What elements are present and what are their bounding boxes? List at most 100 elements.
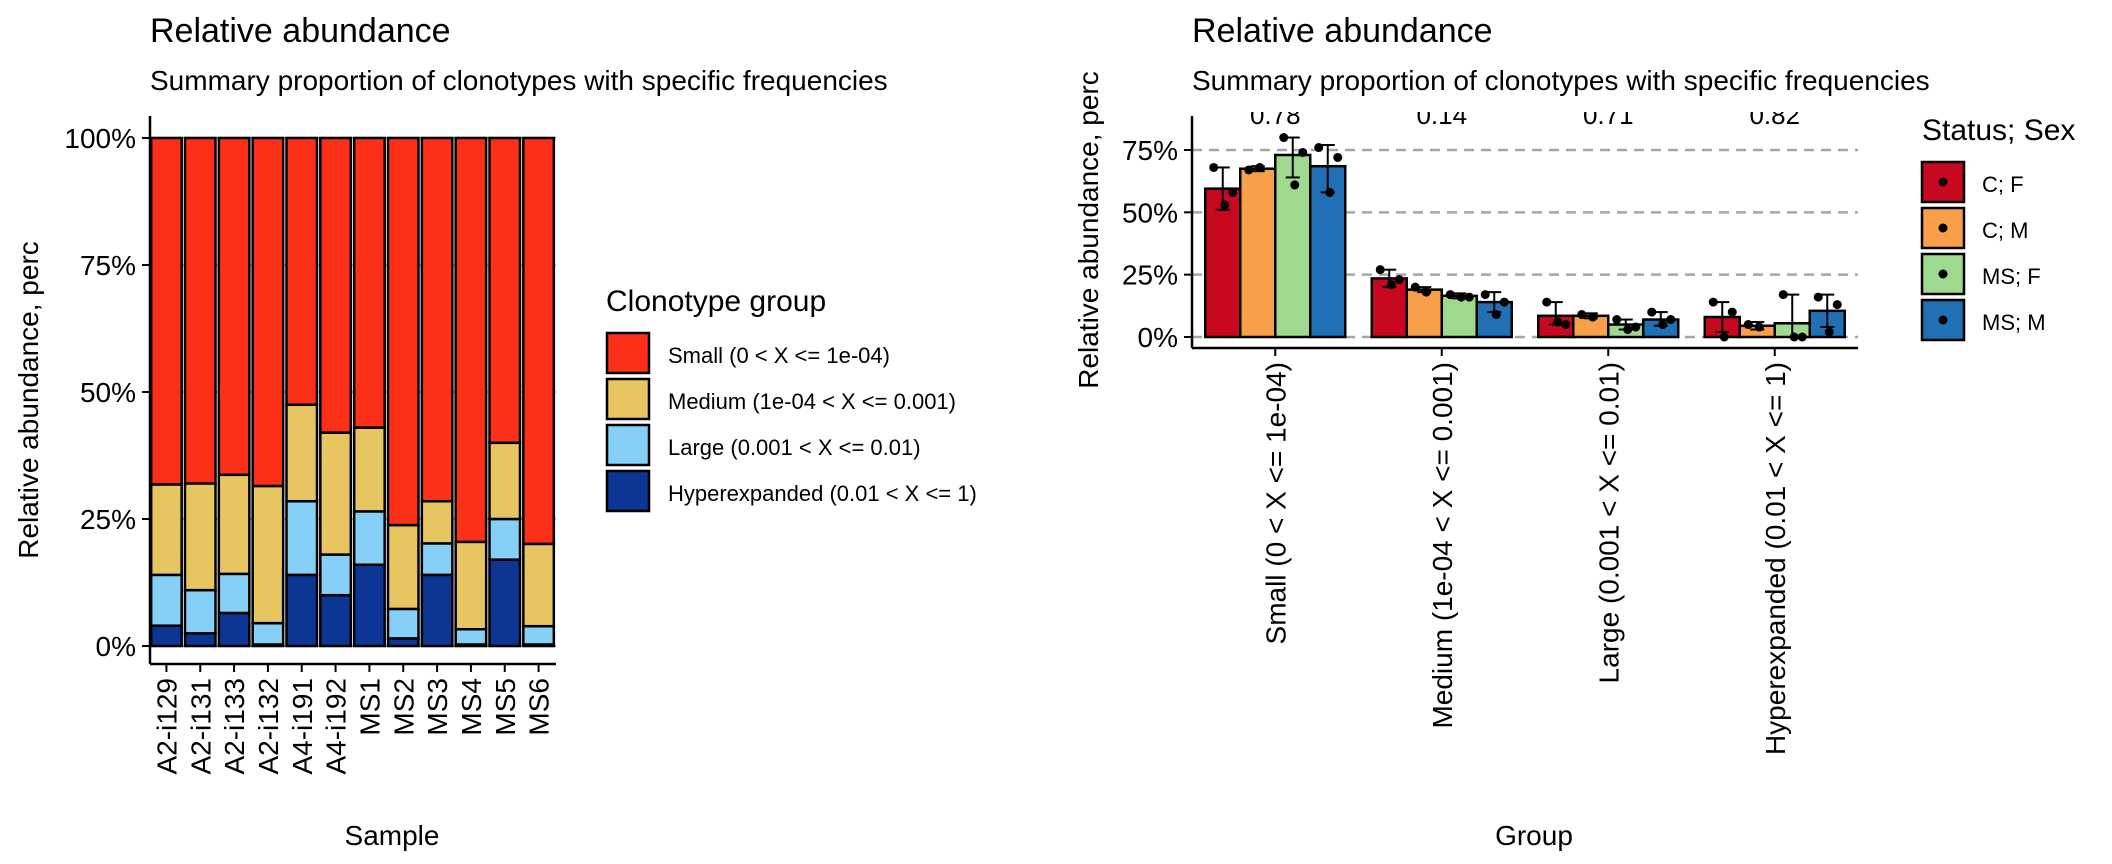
chart1-legend-label: Medium (1e-04 < X <= 0.001) <box>668 389 956 414</box>
chart2-title: Relative abundance <box>1192 12 1493 50</box>
chart2-points <box>1209 133 1842 342</box>
chart2-data-point <box>1209 162 1219 172</box>
chart2-data-point <box>1499 297 1509 307</box>
chart2-data-point <box>1464 292 1474 302</box>
chart1-x-tick-label: MS5 <box>490 678 521 736</box>
chart1-bar-segment <box>386 523 420 611</box>
chart2-data-point <box>1491 310 1501 320</box>
chart2-y-tick-label: 25% <box>1122 260 1178 291</box>
chart1-x-tick-label: MS2 <box>388 678 419 736</box>
chart1-bar-segment <box>352 426 386 513</box>
chart1-bar-segment <box>149 483 183 577</box>
chart2-data-point <box>1778 290 1788 300</box>
chart1-bar-segment <box>352 136 386 429</box>
chart2-title-clip <box>1180 98 1880 112</box>
chart1-bar-segment <box>522 136 556 546</box>
chart1-y-tick-labels: 0% 25% 50% 75% 100% <box>64 123 150 662</box>
chart1-bar-segment <box>488 517 522 561</box>
chart1-legend-label: Hyperexpanded (0.01 < X <= 1) <box>668 481 977 506</box>
chart2-y-axis-label: Relative abundance, perc <box>1073 71 1104 389</box>
chart2-data-point <box>1623 325 1633 335</box>
chart1-bar-segment <box>386 607 420 640</box>
chart2-y-tick-labels: 0% 25% 50% 75% <box>1122 135 1192 353</box>
chart2-data-point <box>1647 307 1657 317</box>
chart2-data-point <box>1456 292 1466 302</box>
chart1-bar-segment <box>319 593 353 648</box>
chart1-x-tick-label: A2-i131 <box>185 678 216 775</box>
chart2-legend-point <box>1938 223 1948 233</box>
chart1-title: Relative abundance <box>150 12 451 50</box>
chart2-data-point <box>1658 320 1668 330</box>
chart2-data-point <box>1743 320 1753 330</box>
chart2-data-point <box>1375 265 1385 275</box>
chart1-bar-segment <box>319 553 353 597</box>
chart2-data-point <box>1666 315 1676 325</box>
chart2-y-tick-label: 50% <box>1122 197 1178 228</box>
chart2-legend-label: MS; F <box>1982 264 2041 289</box>
chart1-bar-segment <box>217 136 251 477</box>
chart1-x-tick-label: MS3 <box>422 678 453 736</box>
chart1-x-tick-label: MS4 <box>456 678 487 736</box>
chart2-bar <box>1405 288 1443 339</box>
chart2-data-point <box>1410 282 1420 292</box>
chart1-y-axis-label: Relative abundance, perc <box>13 241 44 559</box>
chart1-bar-segment <box>217 572 251 615</box>
chart1-bar-segment <box>420 542 454 577</box>
chart1-bar-segment <box>352 563 386 648</box>
chart2-legend-label: C; M <box>1982 218 2028 243</box>
chart1-x-tick-label: MS1 <box>354 678 385 736</box>
chart2-data-point <box>1220 200 1230 210</box>
chart2-subtitle: Summary proportion of clonotypes with sp… <box>1192 65 1930 96</box>
chart1-legend-title: Clonotype group <box>606 285 826 318</box>
chart2-data-point <box>1754 322 1764 332</box>
chart2-data-point <box>1298 147 1308 157</box>
chart2-y-tick-label: 0% <box>1138 322 1178 353</box>
chart1-bar-segment <box>149 573 183 627</box>
chart1-x-tick-label: MS6 <box>524 678 555 736</box>
chart2-data-point <box>1290 180 1300 190</box>
chart1-x-tick-label: A2-i129 <box>151 678 182 775</box>
chart1-bar-segment <box>522 542 556 628</box>
chart2-legend-point <box>1938 177 1948 187</box>
chart1-bar-segment <box>183 632 217 648</box>
chart2-legend: Status; Sex C; F C; M MS; F MS; M <box>1920 114 2075 342</box>
chart2-data-point <box>1813 292 1823 302</box>
chart2-legend-label: C; F <box>1982 172 2024 197</box>
chart1-bar-segment <box>183 588 217 635</box>
chart1-y-tick-label: 25% <box>80 504 136 535</box>
chart2-data-point <box>1314 143 1324 153</box>
chart2-data-point <box>1542 297 1552 307</box>
chart1-legend-label: Small (0 < X <= 1e-04) <box>668 343 890 368</box>
chart2-data-point <box>1797 332 1807 342</box>
chart2-axes <box>1190 116 1858 350</box>
chart2-data-point <box>1325 187 1335 197</box>
chart2-data-point <box>1255 162 1265 172</box>
chart1-bar-segment <box>454 627 488 646</box>
chart1-subtitle: Summary proportion of clonotypes with sp… <box>150 65 888 96</box>
chart1-bar-segment <box>420 573 454 648</box>
chart1-legend-swatch <box>605 423 651 467</box>
stacked-bar-chart: Relative abundance Summary proportion of… <box>13 12 977 851</box>
chart1-bar-segment <box>149 136 183 486</box>
chart1-x-axis-label: Sample <box>345 820 440 851</box>
chart2-data-point <box>1588 312 1598 322</box>
chart1-bar-segment <box>217 473 251 576</box>
chart2-data-point <box>1421 287 1431 297</box>
chart2-data-point <box>1577 310 1587 320</box>
chart1-bar-segment <box>285 136 319 406</box>
chart2-bar <box>1204 187 1242 339</box>
chart1-legend-swatch <box>605 469 651 513</box>
chart1-x-tick-labels: A2-i129 A2-i131 A2-i133 A2-i132 A4-i191 A4-i1… <box>151 664 555 775</box>
chart1-y-tick-label: 75% <box>80 250 136 281</box>
chart1-axes <box>148 116 556 666</box>
chart2-x-axis-label: Group <box>1495 820 1573 851</box>
chart2-legend-label: MS; M <box>1982 310 2046 335</box>
chart1-x-tick-label: A4-i192 <box>321 678 352 775</box>
grouped-bar-chart: Relative abundance Summary proportion of… <box>1073 12 2075 851</box>
chart2-data-point <box>1480 290 1490 300</box>
chart2-y-tick-label: 75% <box>1122 135 1178 166</box>
chart2-data-point <box>1445 290 1455 300</box>
chart2-x-tick-labels: Small (0 < X <= 1e-04) Medium (1e-04 < X … <box>1260 348 1791 755</box>
chart2-data-point <box>1824 327 1834 337</box>
